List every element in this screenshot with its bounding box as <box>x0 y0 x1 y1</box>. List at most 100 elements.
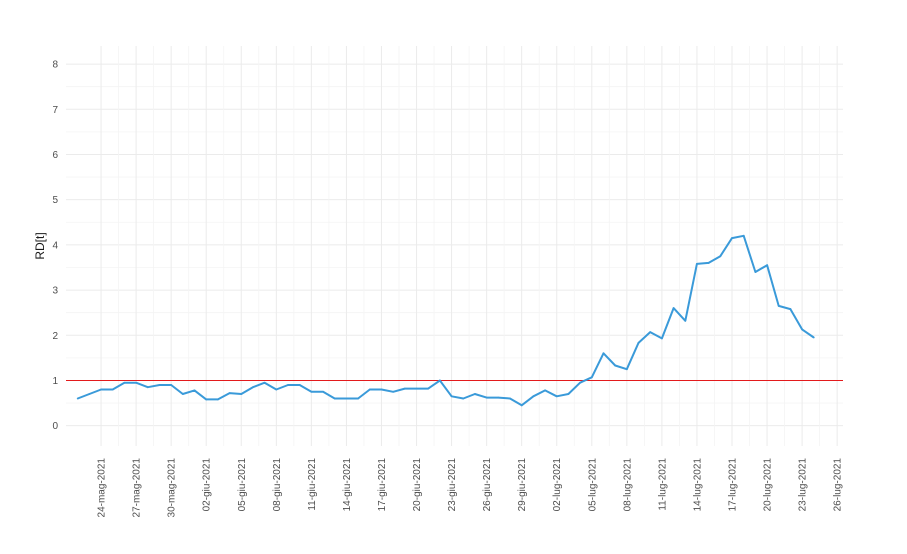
data-point <box>742 234 745 237</box>
series-line <box>77 234 815 407</box>
x-tick-label: 23-giu-2021 <box>447 458 458 512</box>
data-point <box>240 393 243 395</box>
data-point <box>754 271 757 273</box>
x-tick-label: 30-mag-2021 <box>167 458 178 518</box>
data-point <box>146 386 149 389</box>
x-tick-label: 08-giu-2021 <box>272 458 283 512</box>
data-point <box>649 331 652 334</box>
data-point <box>392 390 395 393</box>
data-point <box>193 389 196 392</box>
data-point <box>170 384 173 386</box>
data-point <box>263 381 266 384</box>
data-point <box>76 397 79 400</box>
data-point <box>801 328 804 331</box>
data-point <box>368 388 371 391</box>
grid <box>66 46 843 446</box>
data-point <box>766 264 768 267</box>
data-point <box>707 262 710 264</box>
data-point <box>567 393 570 395</box>
y-tick-label: 5 <box>52 195 58 206</box>
x-tick-label: 23-lug-2021 <box>798 458 809 512</box>
data-point <box>777 304 780 307</box>
y-tick-label: 2 <box>52 331 58 342</box>
data-point <box>789 308 792 310</box>
x-tick-label: 05-lug-2021 <box>587 458 598 512</box>
data-point <box>135 381 138 384</box>
data-point <box>555 395 558 398</box>
data-point <box>333 397 336 400</box>
data-point <box>520 404 523 407</box>
y-axis-ticks: 0 1 2 3 4 5 6 7 8 <box>52 60 58 433</box>
data-point <box>123 381 126 384</box>
data-point <box>310 390 313 393</box>
series-group <box>76 234 815 407</box>
y-tick-label: 7 <box>52 105 58 116</box>
x-tick-label: 11-giu-2021 <box>307 458 318 511</box>
data-point <box>696 262 698 265</box>
data-point <box>427 387 430 390</box>
data-point <box>684 319 687 322</box>
x-tick-label: 24-mag-2021 <box>97 458 108 518</box>
data-point <box>357 397 360 400</box>
data-point <box>88 393 91 395</box>
data-point <box>579 381 582 384</box>
data-point <box>205 398 208 401</box>
data-point <box>602 352 605 355</box>
data-point <box>509 397 511 400</box>
data-point <box>111 388 114 391</box>
x-tick-label: 14-lug-2021 <box>692 458 703 512</box>
data-point <box>719 255 722 258</box>
data-point <box>415 387 418 390</box>
x-tick-label: 29-giu-2021 <box>517 458 528 512</box>
x-tick-label: 11-lug-2021 <box>657 458 668 511</box>
x-tick-label: 17-giu-2021 <box>377 458 388 512</box>
y-tick-label: 8 <box>52 60 58 71</box>
data-point <box>252 386 254 389</box>
x-tick-label: 20-giu-2021 <box>412 458 423 512</box>
data-point <box>275 388 278 391</box>
data-point <box>474 393 476 395</box>
data-point <box>216 398 219 401</box>
data-point <box>298 384 301 386</box>
data-point <box>462 397 465 400</box>
data-point <box>497 396 500 399</box>
x-tick-label: 26-lug-2021 <box>833 458 844 512</box>
x-tick-label: 26-giu-2021 <box>482 458 493 512</box>
x-tick-label: 27-mag-2021 <box>132 458 143 518</box>
data-point <box>614 364 617 367</box>
data-point <box>287 384 289 386</box>
data-point <box>812 336 815 339</box>
data-point <box>450 395 453 398</box>
data-point <box>637 342 640 344</box>
data-point <box>403 387 406 390</box>
data-point <box>380 388 383 391</box>
data-point <box>485 396 488 399</box>
x-tick-label: 14-giu-2021 <box>342 458 353 512</box>
data-point <box>672 307 675 310</box>
x-axis-ticks: 24-mag-2021 27-mag-2021 30-mag-2021 02-giu-… <box>97 458 844 518</box>
x-tick-label: 02-lug-2021 <box>552 458 563 512</box>
data-point <box>731 237 733 239</box>
data-point <box>625 368 628 371</box>
x-tick-label: 08-lug-2021 <box>622 458 633 512</box>
data-point <box>590 376 593 379</box>
data-point <box>158 384 161 386</box>
y-tick-label: 1 <box>52 376 58 387</box>
data-point <box>228 392 231 395</box>
y-tick-label: 4 <box>52 240 58 251</box>
data-point <box>438 379 441 382</box>
data-point <box>544 389 546 392</box>
data-point <box>660 337 663 340</box>
data-point <box>181 393 184 395</box>
x-tick-label: 02-giu-2021 <box>202 458 213 512</box>
y-tick-label: 0 <box>52 421 58 432</box>
data-point <box>322 390 324 393</box>
y-tick-label: 6 <box>52 150 58 161</box>
data-point <box>100 388 102 391</box>
data-point <box>532 395 535 398</box>
y-tick-label: 3 <box>52 286 58 297</box>
y-axis-title: RD[t] <box>33 232 47 259</box>
x-tick-label: 20-lug-2021 <box>763 458 774 512</box>
x-tick-label: 17-lug-2021 <box>728 458 739 512</box>
